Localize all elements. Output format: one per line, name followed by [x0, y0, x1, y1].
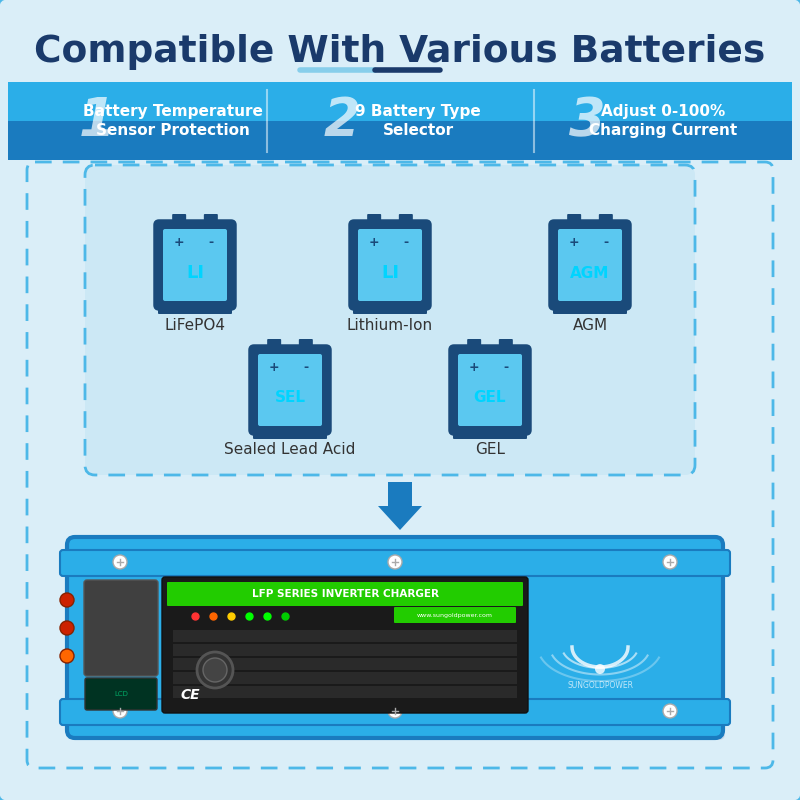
Text: +: + — [569, 236, 579, 249]
FancyBboxPatch shape — [73, 543, 725, 740]
FancyBboxPatch shape — [85, 165, 695, 475]
Circle shape — [388, 555, 402, 569]
Circle shape — [60, 649, 74, 663]
FancyBboxPatch shape — [253, 429, 327, 439]
Circle shape — [203, 658, 227, 682]
FancyBboxPatch shape — [267, 339, 281, 353]
Text: AGM: AGM — [570, 266, 610, 281]
FancyBboxPatch shape — [450, 346, 530, 434]
FancyBboxPatch shape — [499, 339, 513, 353]
FancyBboxPatch shape — [173, 630, 517, 642]
Circle shape — [663, 555, 677, 569]
Text: 9 Battery Type
Selector: 9 Battery Type Selector — [355, 104, 481, 138]
Text: 3: 3 — [569, 95, 606, 147]
FancyBboxPatch shape — [173, 658, 517, 670]
FancyBboxPatch shape — [367, 214, 381, 228]
FancyBboxPatch shape — [299, 339, 313, 353]
Text: Lithium-Ion: Lithium-Ion — [347, 318, 433, 333]
Text: LCD: LCD — [114, 691, 128, 697]
Text: GEL: GEL — [474, 390, 506, 406]
Text: -: - — [208, 236, 214, 249]
FancyBboxPatch shape — [163, 229, 227, 301]
Circle shape — [60, 621, 74, 635]
FancyBboxPatch shape — [558, 229, 622, 301]
FancyBboxPatch shape — [60, 699, 730, 725]
Text: SEL: SEL — [274, 390, 306, 406]
Circle shape — [197, 652, 233, 688]
FancyBboxPatch shape — [173, 686, 517, 698]
FancyBboxPatch shape — [567, 214, 581, 228]
FancyBboxPatch shape — [394, 607, 516, 623]
FancyBboxPatch shape — [60, 550, 730, 576]
FancyBboxPatch shape — [453, 429, 527, 439]
FancyBboxPatch shape — [553, 304, 627, 314]
Text: Sealed Lead Acid: Sealed Lead Acid — [224, 442, 356, 458]
FancyBboxPatch shape — [167, 582, 523, 606]
FancyBboxPatch shape — [467, 339, 481, 353]
Text: LiFePO4: LiFePO4 — [165, 318, 226, 333]
FancyBboxPatch shape — [155, 221, 235, 309]
Text: LFP SERIES INVERTER CHARGER: LFP SERIES INVERTER CHARGER — [251, 589, 438, 599]
FancyBboxPatch shape — [250, 346, 330, 434]
FancyBboxPatch shape — [84, 580, 158, 676]
FancyBboxPatch shape — [550, 221, 630, 309]
Text: -: - — [403, 236, 409, 249]
FancyBboxPatch shape — [158, 304, 232, 314]
Circle shape — [595, 664, 605, 674]
Text: -: - — [303, 361, 309, 374]
Text: 1: 1 — [78, 95, 115, 147]
Text: SUNGOLDPOWER: SUNGOLDPOWER — [567, 681, 633, 690]
FancyBboxPatch shape — [8, 82, 792, 160]
FancyBboxPatch shape — [599, 214, 613, 228]
Circle shape — [60, 593, 74, 607]
Text: +: + — [469, 361, 479, 374]
FancyBboxPatch shape — [350, 221, 430, 309]
FancyBboxPatch shape — [458, 354, 522, 426]
FancyBboxPatch shape — [353, 304, 427, 314]
Text: CE: CE — [180, 688, 200, 702]
FancyBboxPatch shape — [258, 354, 322, 426]
Text: +: + — [174, 236, 185, 249]
Text: LI: LI — [186, 264, 204, 282]
FancyBboxPatch shape — [67, 537, 723, 738]
FancyBboxPatch shape — [173, 672, 517, 684]
FancyBboxPatch shape — [85, 678, 157, 710]
Circle shape — [113, 555, 127, 569]
FancyBboxPatch shape — [358, 229, 422, 301]
Text: +: + — [369, 236, 379, 249]
Text: GEL: GEL — [475, 442, 505, 458]
FancyBboxPatch shape — [399, 214, 413, 228]
Text: 2: 2 — [324, 95, 360, 147]
Text: -: - — [603, 236, 609, 249]
FancyBboxPatch shape — [162, 577, 528, 713]
FancyBboxPatch shape — [173, 644, 517, 656]
FancyBboxPatch shape — [204, 214, 218, 228]
Text: AGM: AGM — [573, 318, 607, 333]
Circle shape — [663, 704, 677, 718]
Text: -: - — [503, 361, 509, 374]
Text: Compatible With Various Batteries: Compatible With Various Batteries — [34, 34, 766, 70]
FancyBboxPatch shape — [172, 214, 186, 228]
Polygon shape — [378, 482, 422, 530]
Text: LI: LI — [381, 264, 399, 282]
FancyBboxPatch shape — [8, 121, 792, 160]
Text: +: + — [269, 361, 279, 374]
Text: www.sungoldpower.com: www.sungoldpower.com — [417, 613, 493, 618]
Text: Adjust 0-100%
Charging Current: Adjust 0-100% Charging Current — [589, 104, 737, 138]
Text: Battery Temperature
Sensor Protection: Battery Temperature Sensor Protection — [83, 104, 263, 138]
Circle shape — [113, 704, 127, 718]
Circle shape — [388, 704, 402, 718]
